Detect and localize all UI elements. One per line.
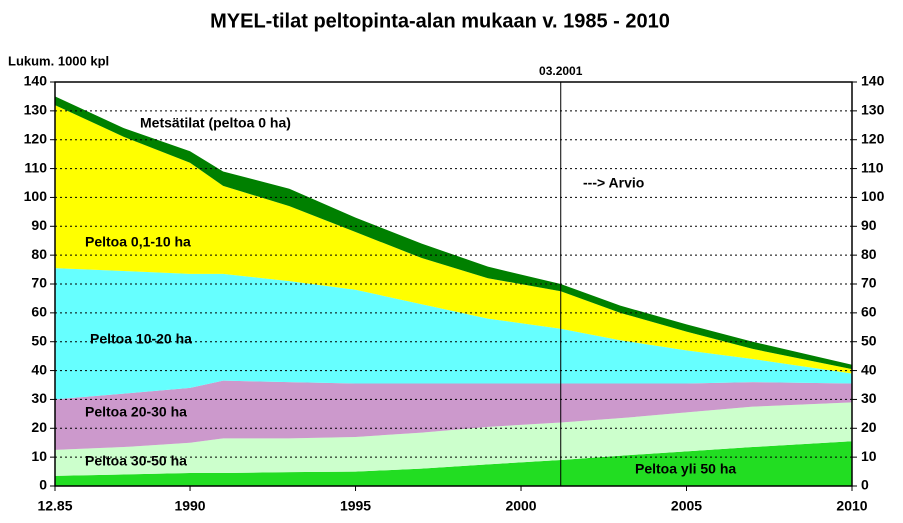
- x-tick-label: 12.85: [37, 498, 72, 514]
- y2-tick-label: 80: [861, 246, 877, 262]
- y2-tick-label: 110: [861, 159, 884, 175]
- y2-tick-label: 20: [861, 419, 877, 435]
- y2-tick-label: 30: [861, 390, 877, 406]
- area: [55, 402, 852, 476]
- y2-tick-label: 130: [861, 102, 885, 118]
- series-label: Peltoa 0,1-10 ha: [85, 234, 191, 250]
- annotation: ---> Arvio: [583, 175, 644, 191]
- y2-tick-label: 60: [861, 304, 877, 320]
- area: [55, 268, 852, 400]
- y-tick-label: 10: [31, 448, 47, 464]
- y-tick-label: 60: [31, 304, 47, 320]
- y2-tick-label: 120: [861, 130, 885, 146]
- y-tick-label: 20: [31, 419, 47, 435]
- y-tick-label: 100: [24, 188, 48, 204]
- y-tick-label: 140: [24, 73, 48, 89]
- y2-tick-label: 10: [861, 448, 877, 464]
- y2-tick-label: 40: [861, 361, 877, 377]
- x-tick-label: 2005: [671, 498, 702, 514]
- y-tick-label: 0: [39, 477, 47, 493]
- area: [55, 105, 852, 374]
- plot-frame: [54, 81, 853, 487]
- series-label: Peltoa yli 50 ha: [635, 461, 736, 477]
- y2-tick-label: 0: [861, 477, 869, 493]
- y-tick-label: 30: [31, 390, 47, 406]
- series-label: Peltoa 30-50 ha: [85, 453, 187, 469]
- y2-tick-label: 70: [861, 275, 877, 291]
- x-tick-label: 1995: [340, 498, 371, 514]
- y2-tick-label: 50: [861, 332, 877, 348]
- y-tick-label: 130: [24, 102, 48, 118]
- y-axis-label: Lukum. 1000 kpl: [8, 53, 109, 68]
- series-label: Peltoa 10-20 ha: [90, 331, 192, 347]
- x-tick-label: 2010: [836, 498, 867, 514]
- area: [55, 380, 852, 450]
- y-tick-label: 90: [31, 217, 47, 233]
- reference-label: 03.2001: [539, 64, 583, 78]
- chart-title: MYEL-tilat peltopinta-alan mukaan v. 198…: [210, 10, 670, 32]
- y2-tick-label: 140: [861, 73, 885, 89]
- series-label: Metsätilat (peltoa 0 ha): [140, 115, 291, 131]
- y-tick-label: 50: [31, 332, 47, 348]
- y2-tick-label: 90: [861, 217, 877, 233]
- area: [55, 441, 852, 486]
- x-tick-label: 1990: [174, 498, 205, 514]
- y-tick-label: 70: [31, 275, 47, 291]
- y-tick-label: 40: [31, 361, 47, 377]
- y-tick-label: 110: [24, 159, 47, 175]
- y-tick-label: 120: [24, 130, 48, 146]
- y2-tick-label: 100: [861, 188, 885, 204]
- x-tick-label: 2000: [505, 498, 536, 514]
- y-tick-label: 80: [31, 246, 47, 262]
- series-label: Peltoa 20-30 ha: [85, 404, 187, 420]
